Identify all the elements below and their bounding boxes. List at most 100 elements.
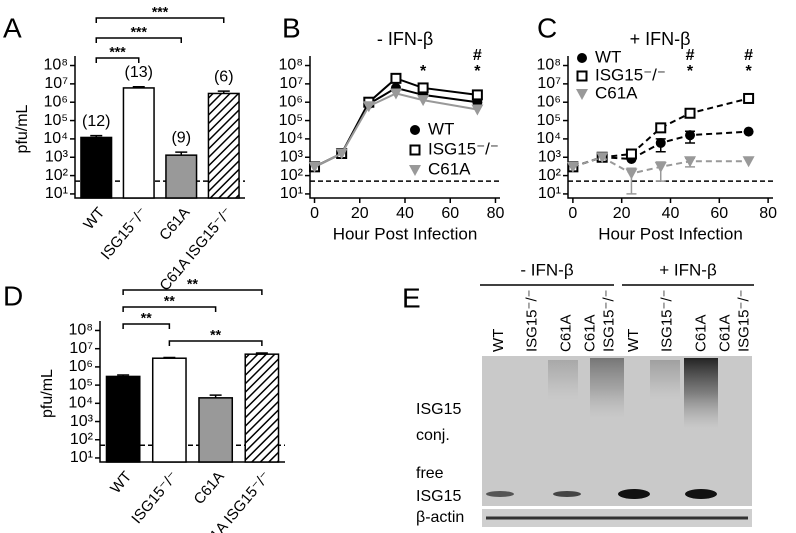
lane-label: ISG15⁻/⁻ bbox=[524, 289, 541, 352]
series-line bbox=[572, 156, 749, 175]
legend-label: C61A bbox=[428, 159, 471, 178]
marker bbox=[684, 156, 697, 168]
x-tick-label: C61A bbox=[156, 204, 193, 244]
x-tick-label: 40 bbox=[396, 205, 414, 222]
marker bbox=[596, 152, 609, 164]
n-label: (9) bbox=[171, 129, 191, 146]
y-tick-label: 10¹ bbox=[538, 185, 561, 202]
lane-label: C61A bbox=[557, 314, 574, 352]
y-tick-label: 10³ bbox=[70, 413, 94, 430]
y-tick-label: 10⁷ bbox=[279, 75, 303, 92]
x-tick-label: 80 bbox=[759, 205, 777, 222]
bar bbox=[122, 87, 155, 199]
marker bbox=[742, 156, 755, 168]
blot-smear bbox=[650, 360, 680, 400]
blot-band bbox=[486, 491, 514, 497]
marker bbox=[335, 148, 348, 160]
lane-label: C61A bbox=[582, 314, 599, 352]
n-label: (13) bbox=[125, 64, 153, 81]
x-tick-label: 60 bbox=[710, 205, 728, 222]
x-tick-label: WT bbox=[107, 468, 135, 497]
blot-band bbox=[553, 491, 581, 497]
panel-letter: D bbox=[3, 280, 23, 311]
significance-bracket bbox=[122, 323, 171, 329]
y-tick-label: 10² bbox=[280, 167, 304, 184]
x-tick-label: 60 bbox=[441, 205, 459, 222]
y-axis-label: pfu/mL bbox=[39, 369, 56, 418]
y-tick-label: 10¹ bbox=[70, 449, 93, 466]
y-axis-label: pfu/mL bbox=[14, 104, 31, 153]
significance-bracket bbox=[122, 289, 263, 295]
n-label: (6) bbox=[214, 68, 234, 85]
marker bbox=[655, 137, 666, 148]
significance-label: ** bbox=[187, 276, 198, 292]
marker bbox=[566, 161, 579, 173]
legend-marker bbox=[577, 53, 587, 63]
marker bbox=[743, 126, 754, 137]
axis-line bbox=[567, 56, 773, 199]
error-bar bbox=[132, 85, 145, 88]
y-tick-label: 10⁸ bbox=[278, 57, 303, 74]
legend-marker bbox=[409, 165, 421, 176]
x-tick-label: 0 bbox=[568, 205, 577, 222]
legend-label: ISG15⁻/⁻ bbox=[428, 139, 499, 158]
legend-marker bbox=[409, 144, 421, 156]
significance-bracket bbox=[95, 57, 140, 63]
panel-letter: B bbox=[282, 12, 301, 43]
legend-marker bbox=[576, 70, 588, 82]
row-label: β-actin bbox=[416, 509, 464, 526]
marker bbox=[655, 122, 667, 134]
significance-label: *** bbox=[152, 4, 169, 20]
legend-marker bbox=[410, 125, 420, 135]
significance-label: * bbox=[474, 63, 481, 80]
error-bar bbox=[217, 90, 230, 94]
error-bar bbox=[175, 151, 188, 156]
blot-band bbox=[685, 489, 717, 499]
significance-label: # bbox=[473, 47, 482, 64]
marker bbox=[684, 107, 696, 119]
error-bar bbox=[255, 352, 268, 355]
bar bbox=[151, 357, 187, 463]
lane-label: C61A bbox=[717, 314, 734, 352]
y-tick-label: 10⁸ bbox=[68, 322, 93, 339]
y-tick-label: 10⁵ bbox=[279, 112, 303, 129]
chart-title: + IFN-β bbox=[630, 29, 691, 49]
y-tick-label: 10⁵ bbox=[537, 112, 561, 129]
x-tick-label: 20 bbox=[351, 205, 369, 222]
lane-label: ISG15⁻/⁻ bbox=[659, 289, 676, 352]
n-label: (12) bbox=[82, 113, 110, 130]
y-tick-label: 10³ bbox=[280, 148, 304, 165]
row-label: ISG15 bbox=[416, 401, 461, 418]
marker bbox=[417, 82, 429, 94]
series-line bbox=[314, 92, 478, 168]
lane-label: ISG15⁻/⁻ bbox=[736, 289, 753, 352]
error-bar bbox=[209, 394, 222, 398]
legend-label: C61A bbox=[595, 83, 638, 102]
x-tick-label: 80 bbox=[487, 205, 505, 222]
y-tick-label: 10⁷ bbox=[69, 340, 93, 357]
blot-smear bbox=[590, 358, 624, 418]
y-tick-label: 10⁴ bbox=[43, 130, 68, 147]
row-label: ISG15 bbox=[416, 488, 461, 505]
lane-label: WT bbox=[490, 329, 507, 352]
significance-label: * bbox=[745, 63, 752, 80]
row-label: conj. bbox=[416, 427, 450, 444]
marker bbox=[654, 161, 667, 173]
bar bbox=[165, 154, 198, 199]
x-axis-label: Hour Post Infection bbox=[333, 224, 478, 243]
group-label: + IFN-β bbox=[659, 260, 717, 279]
blot-smear bbox=[548, 360, 578, 400]
marker bbox=[625, 148, 637, 160]
x-tick-label: C61A bbox=[191, 468, 228, 508]
significance-bracket bbox=[95, 17, 225, 23]
marker bbox=[625, 168, 638, 180]
marker bbox=[390, 72, 402, 84]
lane-label: ISG15⁻/⁻ bbox=[601, 289, 618, 352]
marker bbox=[471, 89, 483, 101]
bar bbox=[244, 353, 280, 463]
x-tick-label: 0 bbox=[310, 205, 319, 222]
significance-label: ** bbox=[141, 310, 152, 326]
x-tick-label: WT bbox=[80, 204, 108, 233]
x-tick-label: 20 bbox=[613, 205, 631, 222]
